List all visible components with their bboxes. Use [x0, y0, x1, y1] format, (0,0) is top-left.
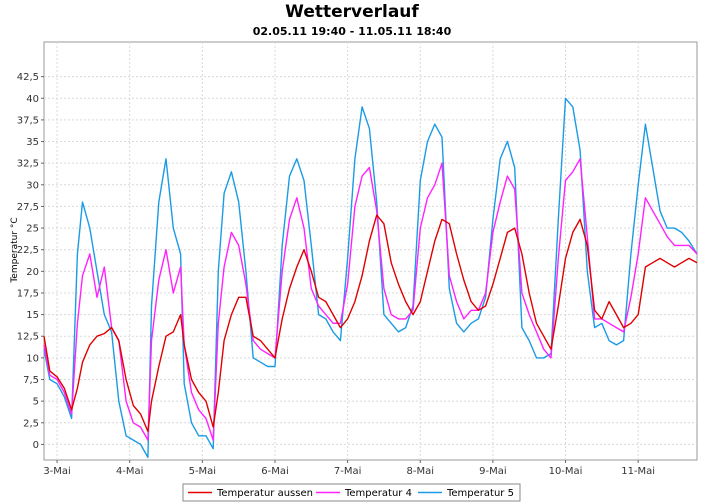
legend-box: [182, 483, 521, 502]
y-tick-label: 30: [26, 180, 39, 191]
y-axis-label: Temperatur °C: [10, 217, 20, 283]
legend-label: Temperatur 4: [344, 488, 412, 499]
y-tick-label: 17,5: [17, 288, 39, 299]
x-tick-label: 5-Mai: [189, 466, 217, 477]
y-tick-label: 25: [26, 224, 39, 235]
y-tick-label: 5: [33, 397, 39, 408]
x-tick-label: 4-Mai: [116, 466, 144, 477]
x-tick-label: 11-Mai: [621, 466, 655, 477]
y-tick-label: 35: [26, 137, 39, 148]
y-tick-label: 20: [26, 267, 39, 278]
x-tick-label: 10-Mai: [549, 466, 583, 477]
series-line-1: [43, 158, 698, 441]
x-tick-label: 8-Mai: [406, 466, 434, 477]
y-tick-label: 7,5: [23, 375, 39, 386]
y-tick-label: 22,5: [17, 245, 39, 256]
chart-title: Wetterverlauf: [285, 2, 419, 22]
y-tick-label: 37,5: [17, 115, 39, 126]
legend-label: Temperatur 5: [446, 488, 514, 499]
x-tick-label: 6-Mai: [261, 466, 289, 477]
y-tick-label: 2,5: [23, 418, 39, 429]
plot-area: [43, 41, 698, 461]
legend: Temperatur aussen Temperatur 4 Temperatur …: [182, 483, 521, 502]
y-tick-label: 27,5: [17, 202, 39, 213]
series-line-0: [43, 214, 698, 433]
x-tick-label: 9-Mai: [479, 466, 507, 477]
y-tick-label: 10: [26, 353, 39, 364]
legend-label: Temperatur aussen: [216, 488, 313, 499]
y-tick-label: 40: [26, 94, 39, 105]
axes: 0 2,5 5 7,5 10 12,5 15 17,5 20 22,5 25 27,5 30 32,5 35…: [17, 72, 655, 477]
y-tick-label: 15: [26, 310, 39, 321]
y-tick-label: 32,5: [17, 159, 39, 170]
y-tick-label: 0: [33, 440, 39, 451]
y-tick-label: 42,5: [17, 72, 39, 83]
y-tick-label: 12,5: [17, 332, 39, 343]
x-tick-label: 7-Mai: [334, 466, 362, 477]
series-lines: [43, 97, 698, 459]
x-tick-label: 3-Mai: [43, 466, 71, 477]
chart-subtitle: 02.05.11 19:40 - 11.05.11 18:40: [253, 25, 452, 38]
